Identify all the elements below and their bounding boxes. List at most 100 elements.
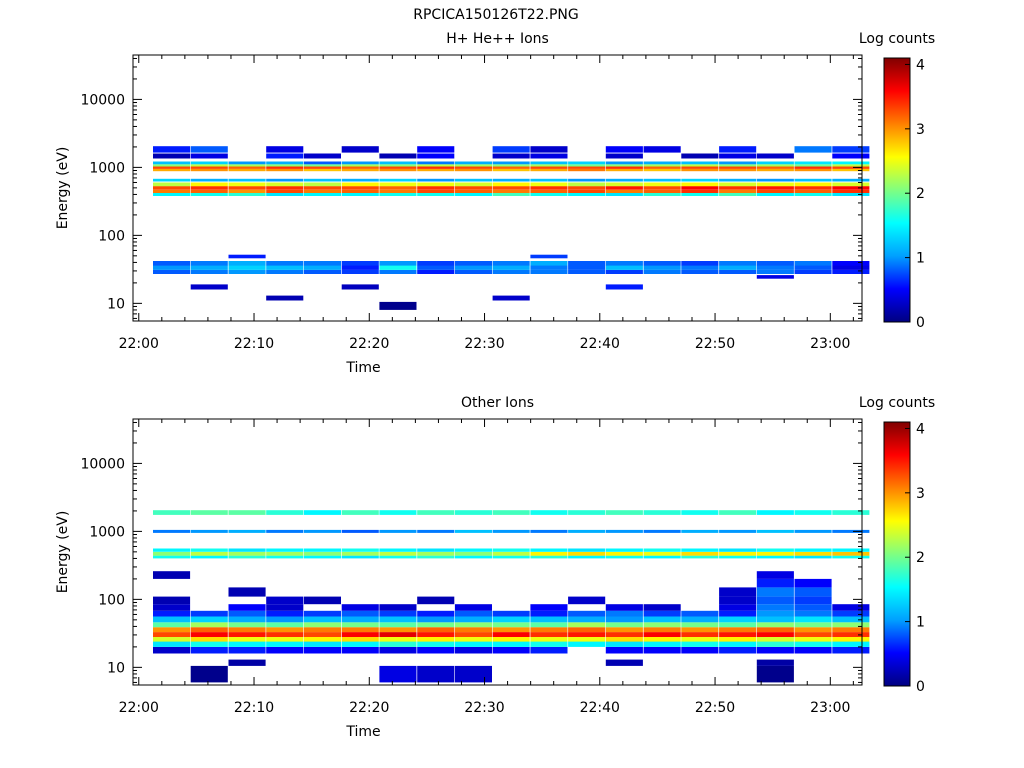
heatmap-cell — [605, 632, 643, 637]
colorbar-label: Log counts — [859, 31, 935, 47]
heatmap-cell — [681, 632, 719, 637]
y-tick-label: 1000 — [89, 524, 125, 540]
heatmap-cell — [190, 548, 228, 552]
heatmap-cell — [228, 182, 266, 187]
heatmap-cell — [530, 168, 568, 172]
heatmap-cell — [794, 265, 832, 270]
heatmap-cell — [756, 161, 794, 165]
heatmap-cell — [605, 182, 643, 187]
heatmap-cell — [417, 616, 455, 623]
colorbar-tick-label: 0 — [916, 679, 925, 695]
heatmap-cell — [530, 510, 568, 515]
heatmap-cell — [341, 551, 379, 556]
heatmap-cell — [756, 193, 794, 196]
heatmap-cell — [605, 168, 643, 172]
heatmap-cell — [341, 604, 379, 611]
heatmap-cell — [794, 186, 832, 190]
heatmap-cell — [454, 166, 492, 169]
heatmap-cell — [832, 610, 870, 617]
heatmap-cell — [303, 555, 341, 559]
heatmap-cell — [794, 616, 832, 623]
heatmap-cell — [341, 641, 379, 647]
heatmap-cell — [228, 587, 266, 597]
heatmap-cell — [153, 637, 191, 642]
heatmap-cell — [756, 186, 794, 190]
heatmap-cell — [719, 548, 757, 552]
heatmap-cell — [530, 164, 568, 167]
heatmap-cell — [719, 622, 757, 628]
heatmap-cell — [417, 265, 455, 270]
heatmap-cell — [492, 186, 530, 190]
heatmap-cell — [190, 182, 228, 187]
heatmap-cell — [492, 269, 530, 274]
heatmap-cell — [756, 659, 794, 666]
heatmap-cell — [605, 641, 643, 647]
heatmap-cell — [794, 146, 832, 153]
heatmap-cell — [605, 164, 643, 167]
heatmap-cell — [454, 616, 492, 623]
heatmap-cell — [379, 189, 417, 193]
heatmap-cell — [794, 193, 832, 196]
colorbar-tick-label: 1 — [916, 251, 925, 267]
heatmap-cell — [530, 641, 568, 647]
heatmap-cell — [530, 548, 568, 552]
heatmap-cell — [643, 186, 681, 190]
heatmap-cell — [228, 164, 266, 167]
heatmap-cell — [719, 261, 757, 266]
heatmap-cell — [643, 555, 681, 559]
heatmap-cell — [454, 510, 492, 515]
heatmap-cell — [530, 146, 568, 153]
heatmap-cell — [266, 153, 304, 159]
heatmap-cell — [454, 627, 492, 633]
x-tick-label: 22:10 — [234, 700, 274, 716]
heatmap-cell — [681, 622, 719, 628]
heatmap-cell — [266, 641, 304, 647]
heatmap-cell — [153, 146, 191, 153]
heatmap-cell — [228, 510, 266, 515]
heatmap-cell — [153, 510, 191, 515]
x-axis-label: Time — [345, 724, 380, 740]
heatmap-cell — [417, 632, 455, 637]
heatmap-cell — [266, 627, 304, 633]
heatmap-cell — [605, 616, 643, 623]
heatmap-cell — [832, 627, 870, 633]
y-axis-label: Energy (eV) — [55, 511, 71, 594]
heatmap-cell — [228, 189, 266, 193]
x-tick-label: 22:40 — [580, 700, 620, 716]
heatmap-cell — [190, 641, 228, 647]
heatmap-cell — [153, 604, 191, 611]
heatmap-cell — [454, 665, 492, 683]
heatmap-cell — [719, 153, 757, 159]
heatmap-cell — [379, 627, 417, 633]
heatmap-cell — [341, 164, 379, 167]
heatmap-cell — [492, 166, 530, 169]
heatmap-cell — [681, 166, 719, 169]
heatmap-cell — [266, 555, 304, 559]
heatmap-cell — [228, 555, 266, 559]
heatmap-cell — [568, 189, 606, 193]
y-tick-label: 1000 — [89, 160, 125, 176]
heatmap-cell — [228, 622, 266, 628]
heatmap-cell — [303, 637, 341, 642]
heatmap-cell — [492, 189, 530, 193]
heatmap-cell — [190, 555, 228, 559]
y-tick-label: 100 — [98, 592, 125, 608]
heatmap-cell — [228, 604, 266, 611]
heatmap-cell — [379, 178, 417, 182]
heatmap-cell — [794, 529, 832, 533]
heatmap-cell — [681, 193, 719, 196]
heatmap-cell — [719, 178, 757, 182]
heatmap-cell — [794, 551, 832, 556]
heatmap-cell — [492, 261, 530, 266]
heatmap-cell — [492, 265, 530, 270]
heatmap-cell — [794, 510, 832, 515]
x-tick-label: 22:00 — [119, 336, 159, 352]
heatmap-cell — [266, 164, 304, 167]
heatmap-cell — [794, 269, 832, 274]
heatmap-cell — [454, 186, 492, 190]
heatmap-cell — [454, 182, 492, 187]
heatmap-cell — [719, 269, 757, 274]
x-axis-label: Time — [345, 360, 380, 376]
heatmap-cell — [681, 555, 719, 559]
heatmap-cell — [228, 166, 266, 169]
